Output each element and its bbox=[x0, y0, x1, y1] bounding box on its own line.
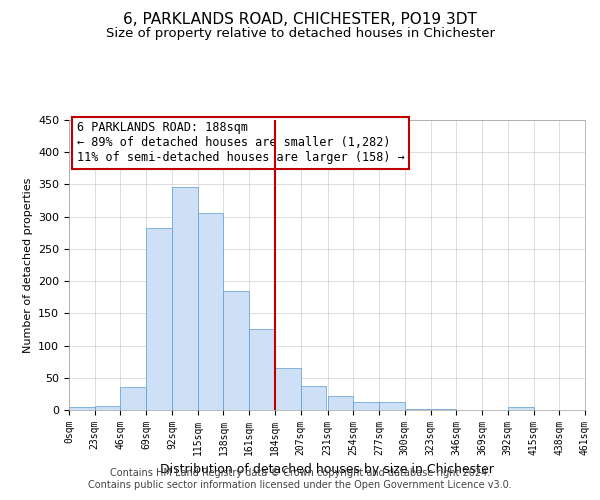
Bar bbox=[275, 368, 301, 410]
Bar bbox=[198, 214, 223, 410]
Bar bbox=[223, 292, 249, 410]
Bar bbox=[172, 187, 198, 410]
Bar bbox=[146, 228, 172, 410]
Text: 6 PARKLANDS ROAD: 188sqm
← 89% of detached houses are smaller (1,282)
11% of sem: 6 PARKLANDS ROAD: 188sqm ← 89% of detach… bbox=[77, 122, 404, 164]
Y-axis label: Number of detached properties: Number of detached properties bbox=[23, 178, 32, 352]
X-axis label: Distribution of detached houses by size in Chichester: Distribution of detached houses by size … bbox=[160, 464, 494, 476]
Bar bbox=[249, 330, 275, 410]
Bar bbox=[301, 386, 326, 410]
Text: Contains HM Land Registry data © Crown copyright and database right 2024.
Contai: Contains HM Land Registry data © Crown c… bbox=[88, 468, 512, 490]
Text: Size of property relative to detached houses in Chichester: Size of property relative to detached ho… bbox=[106, 28, 494, 40]
Bar bbox=[69, 407, 95, 410]
Bar bbox=[328, 396, 353, 410]
Bar bbox=[508, 407, 533, 410]
Bar bbox=[353, 402, 379, 410]
Bar bbox=[379, 402, 405, 410]
Bar bbox=[121, 387, 146, 410]
Bar bbox=[95, 406, 121, 410]
Text: 6, PARKLANDS ROAD, CHICHESTER, PO19 3DT: 6, PARKLANDS ROAD, CHICHESTER, PO19 3DT bbox=[123, 12, 477, 28]
